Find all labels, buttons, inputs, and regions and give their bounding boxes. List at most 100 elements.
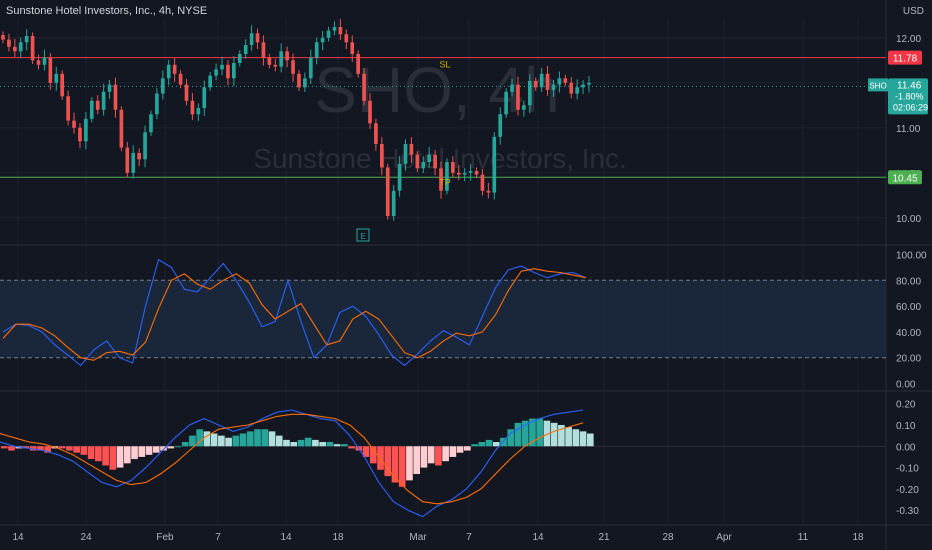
candle-body — [575, 87, 579, 94]
macd-histogram-bar — [427, 446, 435, 464]
level-badge-sl — [888, 50, 922, 65]
stochastic-band — [0, 279, 886, 359]
candle-body — [261, 42, 266, 58]
candle-body — [149, 114, 153, 133]
candle-body — [24, 36, 29, 43]
candle-body — [492, 136, 497, 193]
macd-tick-label: 0.00 — [896, 442, 916, 453]
candle-body — [587, 82, 591, 85]
candle-body — [160, 78, 165, 94]
time-tick-label: 7 — [215, 532, 221, 543]
macd-histogram-bar — [348, 446, 355, 449]
currency-label[interactable]: USD — [902, 6, 924, 17]
macd-histogram-bar — [275, 435, 283, 447]
macd-histogram-bar — [304, 437, 312, 447]
candle-body — [208, 75, 213, 88]
time-tick-label: 18 — [332, 532, 344, 543]
macd-tick-label: -0.10 — [896, 464, 919, 475]
earnings-marker-label: E — [360, 232, 365, 241]
chart-header-title: Sunstone Hotel Investors, Inc., 4h, NYSE — [6, 5, 208, 17]
candle-body — [379, 144, 384, 168]
candle-body — [545, 73, 550, 90]
macd-histogram-bar — [587, 433, 594, 447]
macd-histogram-bar — [181, 442, 189, 447]
level-badge-tp — [888, 170, 922, 185]
macd-histogram-bar — [167, 446, 175, 449]
stochastic-tick-label: 0.00 — [896, 380, 916, 391]
candle-body — [314, 42, 319, 58]
candle-body — [202, 87, 207, 108]
macd-histogram-bar — [283, 439, 290, 447]
macd-histogram-bar — [145, 446, 153, 455]
macd-tick-label: 0.20 — [896, 400, 916, 411]
macd-histogram-bar — [261, 429, 269, 447]
candle-body — [368, 100, 372, 124]
candle-body — [7, 39, 11, 47]
macd-histogram-bar — [297, 439, 305, 447]
annotations: SL TP E — [356, 60, 451, 242]
candle-body — [190, 100, 195, 115]
candle-body — [539, 73, 544, 88]
candle-countdown: 02:06:29 — [893, 102, 928, 112]
candle-body — [143, 132, 147, 160]
macd-histogram-bar — [550, 422, 558, 447]
candle-body — [89, 100, 94, 119]
macd-histogram-bar — [268, 431, 276, 447]
candle-body — [332, 27, 337, 31]
candle-body — [350, 42, 355, 54]
candle-body — [48, 57, 53, 83]
macd-histogram-bar — [579, 431, 587, 447]
macd-histogram-bar — [521, 420, 529, 447]
candle-body — [220, 64, 224, 70]
macd-histogram-bar — [123, 446, 131, 464]
watermark-ticker: SHO, 4h — [314, 54, 559, 126]
macd-histogram-bar — [116, 446, 124, 468]
candle-body — [480, 174, 485, 191]
macd-histogram-bar — [22, 446, 30, 449]
candle-body — [1, 35, 5, 40]
candle-body — [66, 96, 70, 121]
macd-histogram-bar — [37, 446, 44, 451]
candle-body — [131, 153, 136, 173]
macd-histogram-bar — [239, 433, 247, 447]
time-tick-label: 21 — [598, 532, 610, 543]
macd-histogram-bar — [44, 446, 52, 453]
last-price-badge — [888, 78, 928, 115]
macd-histogram-bar — [369, 446, 377, 464]
candle-body — [551, 84, 556, 90]
price-tick-label: 11.00 — [896, 124, 921, 135]
macd-histogram-bar — [406, 446, 413, 481]
macd-histogram-bar — [138, 446, 146, 457]
candle-body — [291, 60, 295, 74]
candle-body — [344, 34, 349, 43]
macd-histogram-bar — [254, 429, 261, 447]
candle-body — [504, 91, 508, 115]
candle-body — [178, 73, 183, 85]
symbol-badge — [868, 78, 888, 92]
candle-body — [255, 33, 260, 43]
macd-histogram-bar — [543, 420, 551, 447]
macd-histogram-bar — [152, 446, 160, 453]
level-badge-text: 10.45 — [892, 173, 917, 184]
level-badge-text: 11.78 — [893, 54, 918, 65]
macd-histogram-bar — [218, 435, 225, 447]
macd-line — [0, 409, 584, 518]
candle-body — [397, 163, 402, 191]
macd-histogram-bar — [514, 422, 522, 447]
candle-body — [415, 154, 420, 169]
candle-body — [237, 54, 242, 63]
candle-body — [445, 162, 449, 191]
candle-body — [113, 84, 118, 110]
candle-body — [273, 64, 278, 67]
candle-body — [285, 51, 289, 61]
macd-histogram-bar — [485, 439, 493, 447]
time-tick-label: 14 — [12, 532, 24, 543]
time-tick-label: Mar — [409, 532, 427, 543]
macd-histogram-bar — [232, 435, 240, 447]
sl-annotation: SL — [439, 60, 450, 70]
time-tick-label: 14 — [532, 532, 544, 543]
candle-body — [107, 84, 112, 92]
candle-body — [13, 46, 17, 52]
time-tick-label: 24 — [80, 532, 92, 543]
